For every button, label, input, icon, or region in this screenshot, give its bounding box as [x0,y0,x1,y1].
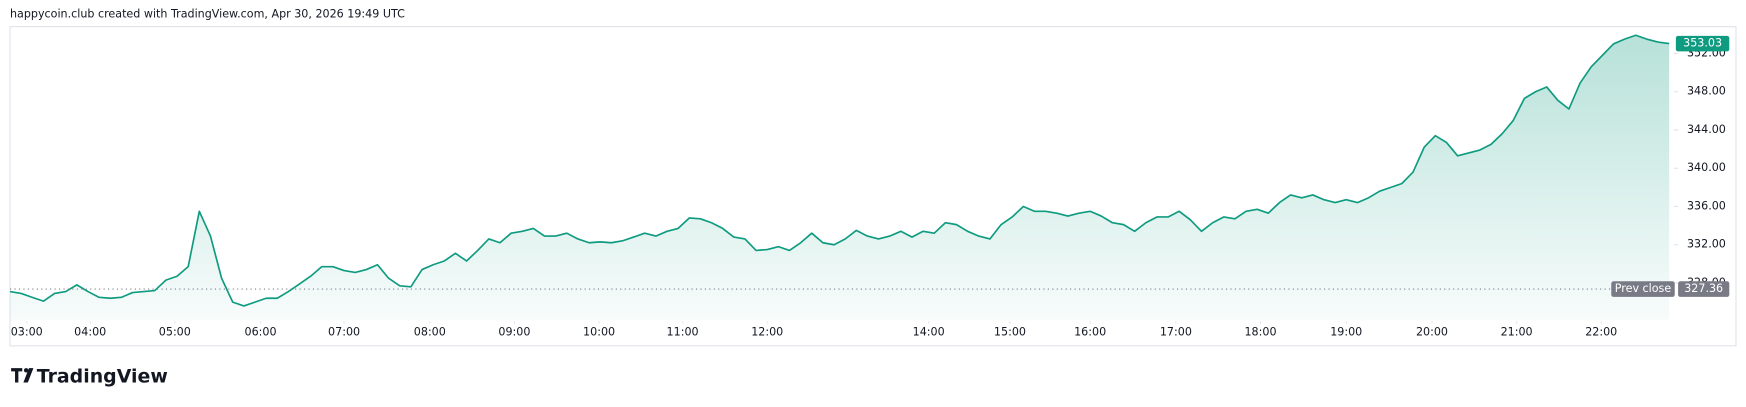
prev-close-tag-bg [1611,281,1675,297]
y-tick-label: 344.00 [1687,123,1726,136]
chart-title: happycoin.club created with TradingView.… [10,7,405,20]
plot-area: 328.00332.00336.00340.00344.00348.00352.… [9,34,1730,338]
logo-text: TradingView [37,365,168,387]
last-price-bg [1675,35,1730,52]
x-tick-label: 04:00 [74,325,106,338]
x-tick-label: 18:00 [1244,325,1276,338]
x-tick-label: 22:00 [1585,325,1617,338]
x-tick-label: 06:00 [245,325,277,338]
chart-frame [9,26,1737,347]
y-tick-label: 336.00 [1687,199,1726,212]
logo-icon [11,368,23,383]
y-tick-label: 340.00 [1687,161,1726,174]
x-tick-label: 08:00 [414,325,446,338]
x-tick-label: 07:00 [328,325,360,338]
x-tick-label: 21:00 [1501,325,1533,338]
x-tick-label: 03:00 [11,325,43,338]
area-fill [10,35,1670,321]
x-tick-label: 11:00 [667,325,699,338]
x-tick-label: 15:00 [994,325,1026,338]
x-tick-label: 17:00 [1160,325,1192,338]
x-tick-label: 14:00 [913,325,945,338]
last-price-label: 353.03 [1683,37,1722,50]
x-tick-label: 16:00 [1074,325,1106,338]
x-tick-label: 10:00 [583,325,615,338]
logo: TradingView [11,365,168,387]
logo-icon [23,368,29,373]
x-tick-label: 05:00 [159,325,191,338]
prev-close-value-bg [1678,281,1730,297]
prev-close-value: 327.36 [1684,282,1723,295]
x-tick-label: 19:00 [1330,325,1362,338]
x-tick-label: 20:00 [1416,325,1448,338]
y-tick-label: 332.00 [1687,238,1726,251]
logo-icon [23,368,34,383]
y-tick-label: 348.00 [1687,85,1726,98]
price-line [9,34,1670,307]
x-tick-label: 09:00 [498,325,530,338]
x-tick-label: 12:00 [751,325,783,338]
prev-close-tag: Prev close [1615,282,1672,295]
